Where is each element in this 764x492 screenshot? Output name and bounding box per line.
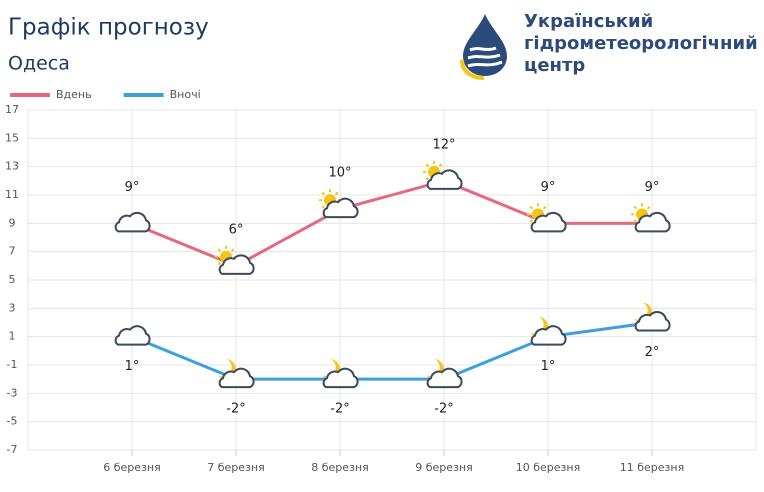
weather-icon [215,245,255,275]
chart-title: Графік прогнозу [8,15,209,41]
weather-icon [530,316,567,346]
legend-label: Вночі [170,88,201,101]
legend-label: Вдень [56,88,92,101]
weather-icon [319,189,359,219]
x-tick-label: 9 березня [415,461,472,474]
sun-ray [438,163,443,167]
y-tick-label: 17 [5,103,19,116]
value-label: 9° [125,180,140,195]
cloud [634,311,671,332]
sun-ray [230,248,235,252]
sun-ray [425,176,430,181]
cloud [114,325,151,346]
logo-icon [460,14,507,80]
weather-icon [218,359,255,389]
value-label: 10° [328,166,351,181]
y-tick-label: 13 [5,160,19,173]
chart-subtitle: Одеса [8,53,70,75]
cloud [114,211,151,233]
cloud [322,197,359,219]
sun-ray [321,205,326,209]
value-label: 1° [541,359,556,374]
y-tick-label: 15 [5,131,19,144]
y-tick-label: 7 [9,245,16,258]
sun-ray [542,205,547,210]
x-tick-label: 6 березня [103,461,160,474]
x-tick-label: 8 березня [311,461,368,474]
y-tick-label: 3 [9,301,16,314]
y-tick-label: -3 [7,386,18,399]
sun-ray [633,219,638,223]
weather-icon [631,203,671,233]
value-label: 9° [645,180,660,195]
y-tick-label: -1 [7,358,18,371]
sun-ray [529,205,534,210]
sun-ray [633,205,638,210]
sun-ray [529,219,534,223]
cloud [218,367,255,389]
sun-ray [425,163,430,167]
value-label: -2° [434,402,453,417]
sun-ray [217,261,222,266]
value-label: 6° [229,222,244,237]
weather-icon [322,359,359,389]
cloud [322,367,359,389]
value-label: 12° [432,137,455,152]
weather-icon [423,160,463,190]
y-tick-label: 9 [9,216,16,229]
value-label: -2° [330,402,349,417]
weather-icon [634,302,671,332]
sun-ray [217,248,222,252]
sun-ray [321,191,326,196]
cloud [530,325,567,346]
cloud [634,211,671,233]
value-label: 2° [645,345,660,360]
x-tick-label: 11 березня [620,461,684,474]
series-line [131,321,653,381]
logo-text: Український [524,11,653,32]
sun-ray [334,191,339,196]
weather-icon [527,203,567,233]
value-label: 1° [125,359,140,374]
weather-icon [114,211,151,233]
y-tick-label: 1 [9,330,16,343]
x-tick-label: 7 березня [207,461,264,474]
cloud [530,211,567,233]
weather-icon [426,359,463,389]
cloud [426,367,463,389]
value-label: 9° [541,180,556,195]
x-tick-label: 10 березня [516,461,580,474]
y-tick-label: -5 [7,415,18,428]
y-tick-label: 11 [5,188,19,201]
sun-ray [646,205,651,210]
cloud [218,254,255,275]
value-label: -2° [226,402,245,417]
logo-text: гідрометеорологічний [524,33,758,54]
y-tick-label: -7 [7,443,18,456]
cloud [426,169,463,190]
weather-icon [114,325,151,346]
y-tick-label: 5 [9,273,16,286]
logo-text: центр [524,55,585,76]
